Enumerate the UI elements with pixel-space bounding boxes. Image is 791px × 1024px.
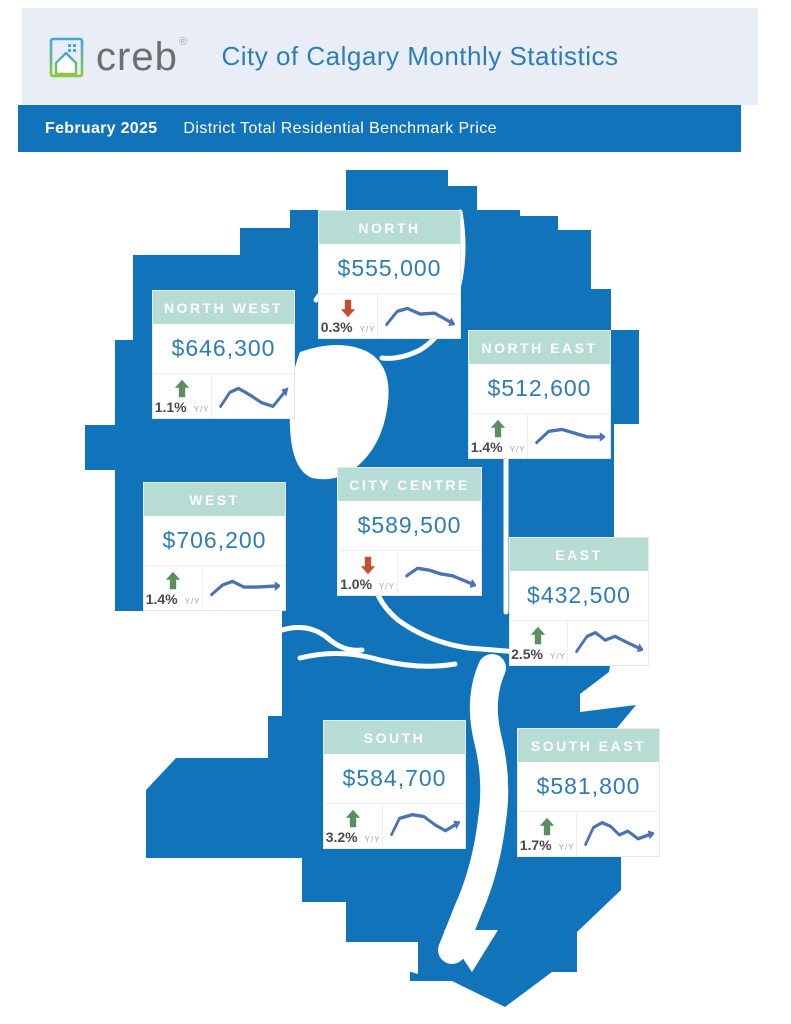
district-name: WEST: [144, 483, 285, 516]
district-change-cell: 1.1% Y/Y: [153, 374, 213, 418]
banner-period: February 2025: [45, 119, 158, 137]
change-percent: 1.4%: [470, 439, 503, 455]
yoy-label: Y/Y: [359, 325, 376, 334]
district-card-west: WEST $706,200 1.4% Y/Y: [143, 482, 286, 611]
change-percent: 1.0%: [340, 576, 373, 592]
district-name: NORTH WEST: [153, 291, 294, 324]
sparkline-chart: [212, 374, 294, 418]
district-card-north: NORTH $555,000 0.3% Y/Y: [318, 210, 461, 339]
district-card-south: SOUTH $584,700 3.2% Y/Y: [323, 720, 466, 849]
registered-mark-icon: ®: [178, 35, 187, 48]
creb-house-icon: [49, 37, 84, 77]
district-change-cell: 1.7% Y/Y: [518, 812, 578, 856]
district-stats-row: 1.1% Y/Y: [153, 374, 294, 418]
map-nose-hill-cutout: [289, 345, 389, 480]
change-percent: 0.3%: [320, 319, 353, 335]
district-benchmark-price: $646,300: [153, 324, 294, 374]
map-fish-creek-cutout: [368, 942, 418, 974]
sparkline-chart: [568, 621, 648, 665]
district-stats-row: 0.3% Y/Y: [319, 294, 460, 338]
district-benchmark-price: $555,000: [319, 244, 460, 294]
change-percent: 1.4%: [145, 591, 178, 607]
district-benchmark-price: $584,700: [324, 754, 465, 804]
district-stats-row: 1.7% Y/Y: [518, 812, 659, 856]
trend-arrow-up-icon: [539, 817, 555, 836]
yoy-label: Y/Y: [184, 597, 201, 606]
yoy-label: Y/Y: [364, 835, 381, 844]
sparkline-chart: [398, 551, 481, 595]
district-card-city_centre: CITY CENTRE $589,500 1.0% Y/Y: [337, 467, 482, 596]
stats-banner: February 2025 District Total Residential…: [18, 105, 741, 152]
district-name: CITY CENTRE: [338, 468, 481, 501]
trend-arrow-up-icon: [531, 626, 546, 645]
header-band: creb ® City of Calgary Monthly Statistic…: [22, 8, 758, 105]
district-benchmark-price: $581,800: [518, 762, 659, 812]
trend-arrow-up-icon: [345, 809, 361, 828]
district-benchmark-price: $512,600: [469, 364, 610, 414]
district-change-cell: 1.4% Y/Y: [144, 566, 204, 610]
change-percent: 3.2%: [325, 829, 358, 845]
change-percent: 1.7%: [519, 837, 552, 853]
sparkline-chart: [203, 566, 285, 610]
district-change-cell: 3.2% Y/Y: [324, 804, 384, 848]
banner-subtitle: District Total Residential Benchmark Pri…: [183, 119, 497, 137]
trend-arrow-down-icon: [360, 556, 375, 575]
yoy-label: Y/Y: [549, 652, 566, 661]
district-stats-row: 1.4% Y/Y: [144, 566, 285, 610]
district-card-south_east: SOUTH EAST $581,800 1.7% Y/Y: [517, 728, 660, 857]
yoy-label: Y/Y: [379, 582, 395, 591]
district-stats-row: 1.4% Y/Y: [469, 414, 610, 458]
district-change-cell: 1.0% Y/Y: [338, 551, 399, 595]
page-title: City of Calgary Monthly Statistics: [221, 41, 619, 71]
sparkline-chart: [528, 414, 610, 458]
district-change-cell: 1.4% Y/Y: [469, 414, 529, 458]
trend-arrow-up-icon: [490, 419, 506, 438]
district-name: EAST: [510, 538, 648, 571]
district-stats-row: 1.0% Y/Y: [338, 551, 481, 595]
change-percent: 1.1%: [154, 399, 187, 415]
district-change-cell: 0.3% Y/Y: [319, 294, 379, 338]
district-stats-row: 2.5% Y/Y: [510, 621, 648, 665]
change-percent: 2.5%: [511, 646, 543, 662]
trend-arrow-up-icon: [174, 379, 190, 398]
district-card-north_east: NORTH EAST $512,600 1.4% Y/Y: [468, 330, 611, 459]
map-river-valley-south: [438, 654, 509, 964]
district-name: SOUTH: [324, 721, 465, 754]
district-card-north_west: NORTH WEST $646,300 1.1% Y/Y: [152, 290, 295, 419]
map-river-west: [279, 625, 365, 653]
trend-arrow-down-icon: [340, 299, 356, 318]
yoy-label: Y/Y: [509, 445, 526, 454]
district-benchmark-price: $589,500: [338, 501, 481, 551]
district-card-east: EAST $432,500 2.5% Y/Y: [509, 537, 649, 666]
map-valley-wedge-cutout: [444, 930, 498, 972]
sparkline-chart: [383, 804, 465, 848]
map-boundary-south: [297, 651, 458, 669]
district-change-cell: 2.5% Y/Y: [510, 621, 568, 665]
creb-logo-text: creb: [96, 34, 178, 79]
sparkline-chart: [378, 294, 460, 338]
district-name: SOUTH EAST: [518, 729, 659, 762]
creb-logo: creb ®: [48, 34, 187, 80]
district-stats-row: 3.2% Y/Y: [324, 804, 465, 848]
district-benchmark-price: $432,500: [510, 571, 648, 621]
district-name: NORTH: [319, 211, 460, 244]
yoy-label: Y/Y: [193, 405, 210, 414]
trend-arrow-up-icon: [165, 571, 181, 590]
yoy-label: Y/Y: [558, 843, 575, 852]
sparkline-chart: [577, 812, 659, 856]
district-benchmark-price: $706,200: [144, 516, 285, 566]
district-name: NORTH EAST: [469, 331, 610, 364]
